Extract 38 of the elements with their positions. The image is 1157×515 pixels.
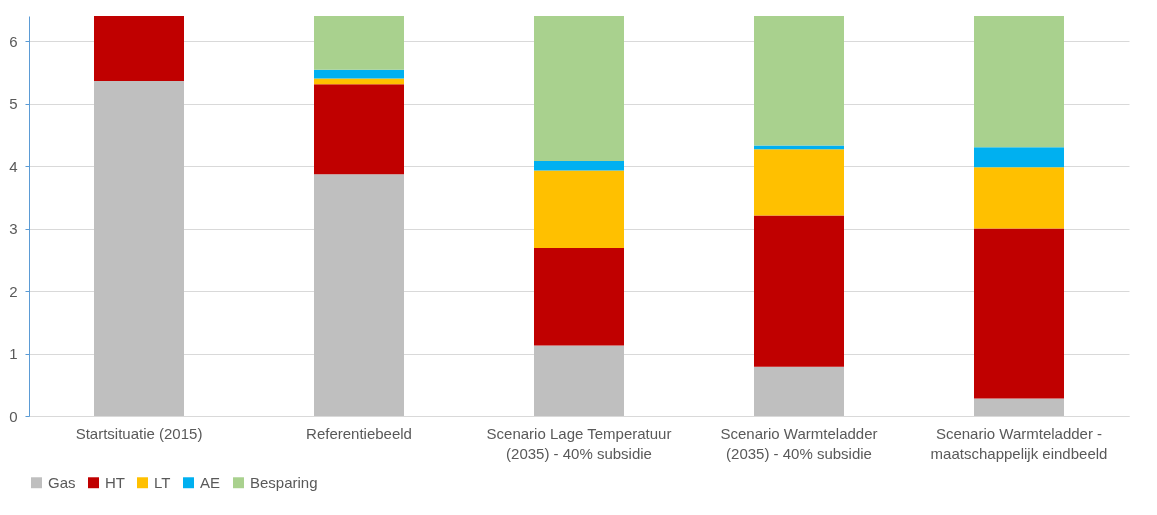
bar xyxy=(314,16,404,70)
bar xyxy=(974,16,1064,148)
bar xyxy=(314,69,404,79)
bar xyxy=(534,170,624,248)
bar xyxy=(754,366,844,416)
y-tick-label: 5 xyxy=(9,95,18,112)
legend-label: Besparing xyxy=(250,473,318,491)
legend-label: LT xyxy=(154,473,171,491)
legend-label: AE xyxy=(200,473,221,491)
x-tick-label: Scenario Warmteladder - maatschappelijk eindbeeld xyxy=(930,424,1108,462)
legend-label: HT xyxy=(105,473,125,491)
bar xyxy=(754,145,844,150)
bar xyxy=(754,16,844,146)
bar xyxy=(754,149,844,216)
y-tick-label: 3 xyxy=(9,220,18,237)
bar xyxy=(754,215,844,367)
y-tick-label: 4 xyxy=(9,157,18,175)
bar xyxy=(534,247,624,346)
y-tick-label: 2 xyxy=(9,282,18,300)
bar xyxy=(534,161,624,171)
x-tick-label: Referentiebeeld xyxy=(306,424,412,442)
bar xyxy=(314,84,404,175)
bar xyxy=(974,147,1064,168)
y-tick-label: 6 xyxy=(9,32,18,50)
y-tick-label: 0 xyxy=(9,407,18,425)
x-tick-label: Scenario Warmteladder (2035) - 40% subsidie xyxy=(720,424,878,462)
x-tick-label: Scenario Lage Temperatuur (2035) - 40% subsidie xyxy=(486,424,672,462)
bar xyxy=(974,228,1064,399)
legend-label: Gas xyxy=(48,473,76,491)
bar xyxy=(314,174,404,416)
x-tick-label: Startsituatie (2015) xyxy=(75,424,203,442)
bar xyxy=(534,16,624,161)
bar xyxy=(534,345,624,416)
bar xyxy=(974,167,1064,229)
y-tick-label: 1 xyxy=(9,345,18,362)
bar xyxy=(94,81,184,416)
bar xyxy=(974,398,1064,416)
bar xyxy=(94,16,184,81)
